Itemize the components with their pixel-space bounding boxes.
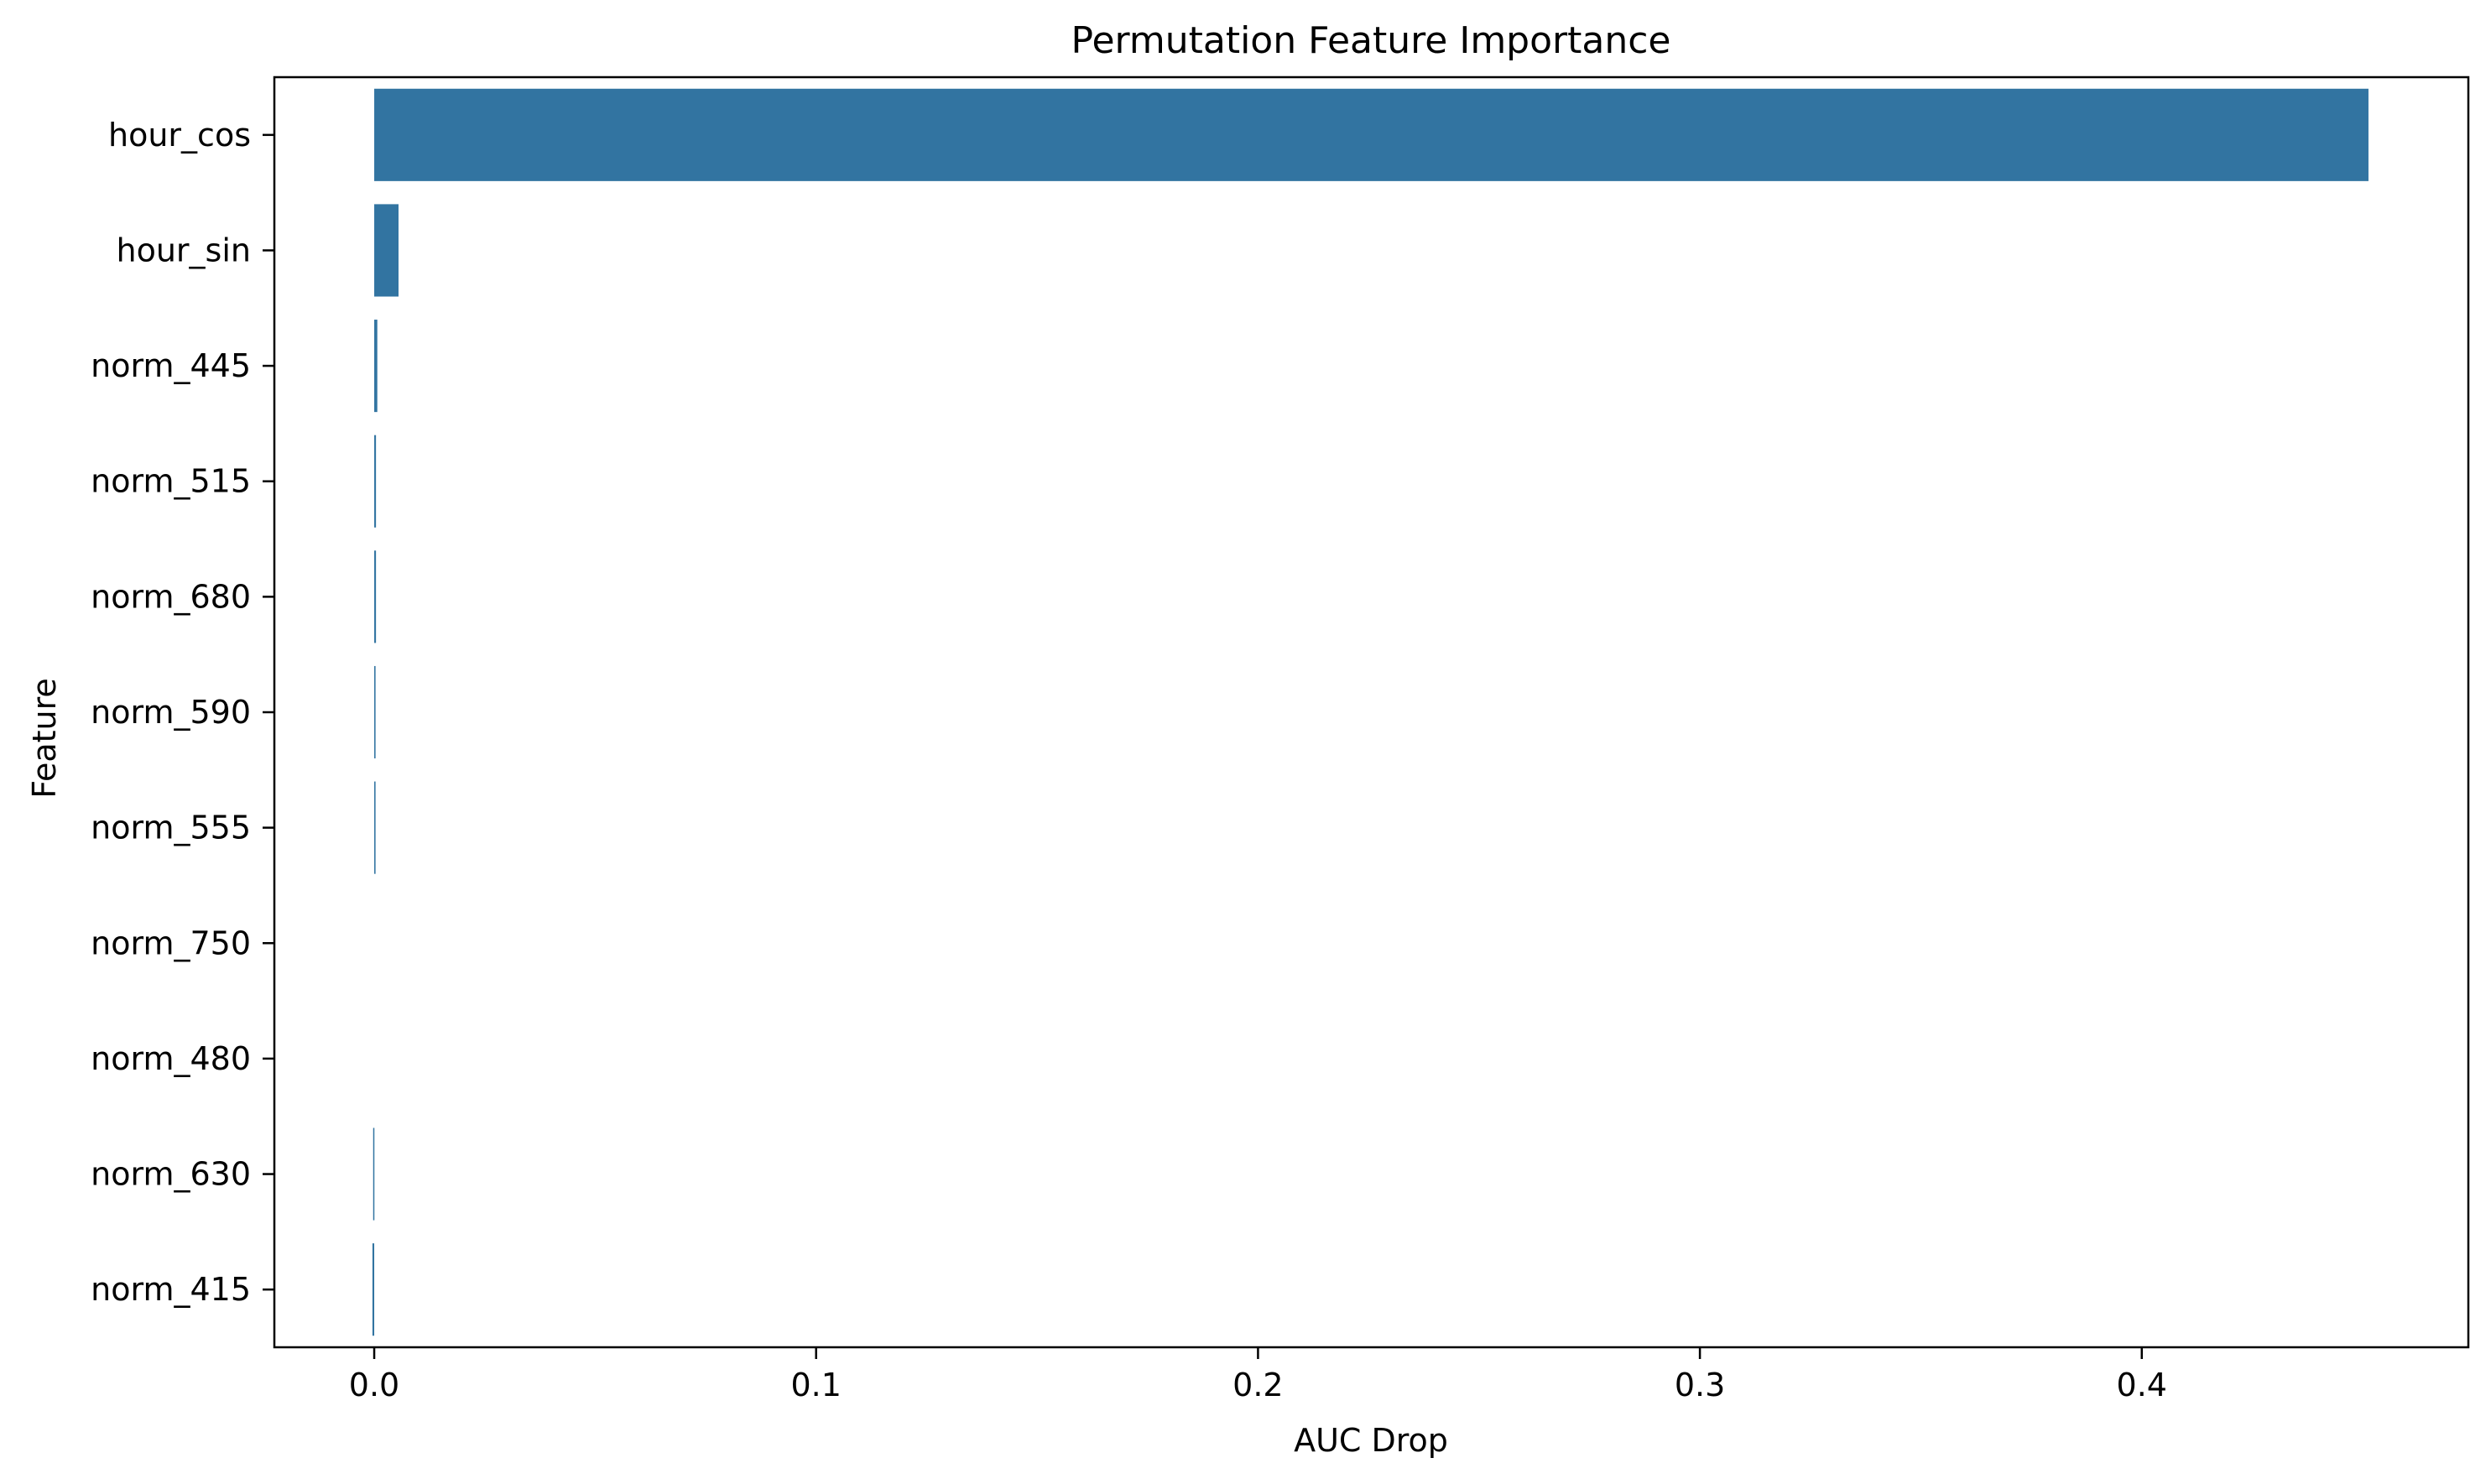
y-tick-label: hour_cos [108, 117, 251, 154]
chart-title: Permutation Feature Importance [1071, 19, 1671, 62]
x-tick-label: 0.3 [1675, 1367, 1725, 1403]
bar-norm_630 [373, 1127, 375, 1221]
y-tick-label: norm_680 [91, 578, 251, 615]
y-tick-label: norm_415 [91, 1271, 251, 1308]
y-axis-label: Feature [26, 678, 63, 799]
y-tick-label: hour_sin [117, 232, 251, 268]
bars-layer [372, 88, 2369, 1336]
y-tick-label: norm_590 [91, 694, 251, 731]
bar-norm_415 [372, 1243, 375, 1336]
y-tick-label: norm_445 [91, 347, 251, 384]
bar-hour_sin [374, 204, 399, 297]
y-tick-label: norm_555 [91, 810, 251, 846]
x-axis-label: AUC Drop [1294, 1422, 1448, 1459]
y-ticks: hour_cos hour_sin norm_445 norm_515 norm_680… [91, 117, 274, 1308]
x-tick-label: 0.0 [349, 1367, 399, 1403]
bar-norm_515 [374, 435, 377, 528]
bar-norm_590 [374, 665, 376, 759]
x-ticks: 0.0 0.1 0.2 0.3 0.4 [349, 1347, 2167, 1403]
y-tick-label: norm_480 [91, 1040, 251, 1077]
x-tick-label: 0.4 [2117, 1367, 2167, 1403]
bar-hour_cos [374, 88, 2369, 181]
bar-norm_680 [374, 550, 377, 643]
y-tick-label: norm_515 [91, 463, 251, 500]
plot-frame [273, 76, 2470, 1349]
bar-norm_445 [374, 320, 378, 413]
y-tick-label: norm_750 [91, 924, 251, 961]
x-tick-label: 0.1 [790, 1367, 841, 1403]
y-tick-label: norm_630 [91, 1156, 251, 1193]
x-tick-label: 0.2 [1232, 1367, 1283, 1403]
bar-norm_555 [374, 781, 376, 874]
